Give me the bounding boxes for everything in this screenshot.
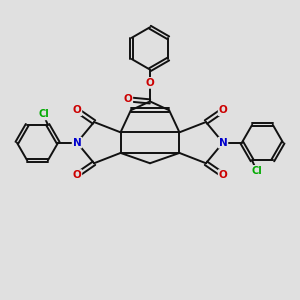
Text: O: O xyxy=(219,105,227,115)
Text: Cl: Cl xyxy=(38,110,49,119)
Text: O: O xyxy=(219,170,227,180)
Text: O: O xyxy=(73,170,81,180)
Text: N: N xyxy=(73,138,81,148)
Text: Cl: Cl xyxy=(251,166,262,176)
Text: O: O xyxy=(146,78,154,88)
Text: O: O xyxy=(124,94,132,104)
Text: N: N xyxy=(219,138,227,148)
Text: O: O xyxy=(73,105,81,115)
